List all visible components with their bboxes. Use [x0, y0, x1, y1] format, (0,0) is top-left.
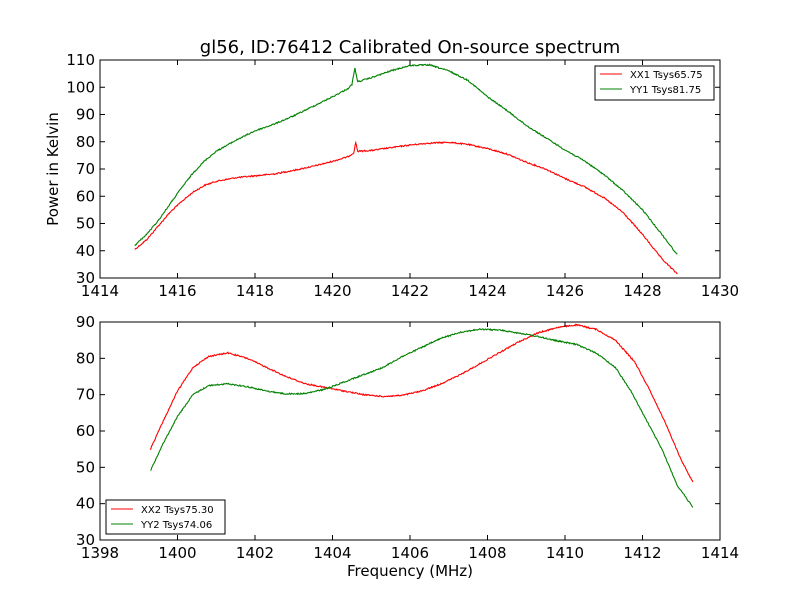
series-line-xx1: [134, 140, 678, 275]
x-tick-label: 1428: [623, 282, 661, 300]
y-tick-label: 50: [76, 215, 95, 233]
bottom-subplot: Frequency (MHz) 1398 1400 1402 1404 1406 1408…: [76, 313, 739, 580]
x-tick-label: 1418: [236, 282, 274, 300]
x-tick-label: 1410: [546, 544, 584, 562]
x-tick-label: 1426: [546, 282, 584, 300]
x-tick-label: 1414: [81, 282, 119, 300]
y-tick-label: 80: [76, 133, 95, 151]
series-line-xx2: [149, 323, 694, 483]
y-tick-label: 80: [76, 349, 95, 367]
y-tick-label: 70: [76, 386, 95, 404]
x-tick-label: 1408: [468, 544, 506, 562]
legend-label-yy2: YY2 Tsys74.06: [140, 520, 212, 531]
top-tick-layer: 1414 1416 1418 1420 1422 1424 1426 1428 1430 30 40…: [66, 51, 739, 300]
x-tick-label: 1414: [701, 544, 739, 562]
x-tick-label: 1400: [158, 544, 196, 562]
y-tick-label: 30: [76, 531, 95, 549]
top-series-layer: [134, 63, 678, 275]
top-plot-frame: [99, 59, 721, 279]
legend-label-xx1: XX1 Tsys65.75: [630, 70, 703, 81]
bottom-tick-layer: 1398 1400 1402 1404 1406 1408 1410 1412 1414 30 40…: [76, 313, 739, 562]
y-tick-label: 30: [76, 269, 95, 287]
y-tick-label: 90: [76, 106, 95, 124]
legend-label-xx2: XX2 Tsys75.30: [141, 505, 214, 516]
x-tick-label: 1404: [313, 544, 351, 562]
legend-label-yy1: YY1 Tsys81.75: [629, 85, 701, 96]
series-line-yy2: [150, 328, 694, 508]
x-tick-label: 1416: [158, 282, 196, 300]
y-tick-label: 60: [76, 422, 95, 440]
x-tick-label: 1406: [391, 544, 429, 562]
y-tick-label: 40: [76, 495, 95, 513]
y-axis-label: Power in Kelvin: [44, 112, 62, 226]
chart-title: gl56, ID:76412 Calibrated On-source spec…: [200, 37, 620, 58]
y-tick-label: 50: [76, 458, 95, 476]
top-legend-box: [594, 65, 715, 101]
top-legend: XX1 Tsys65.75 YY1 Tsys81.75: [594, 65, 715, 101]
bottom-plot-frame: [99, 321, 721, 541]
x-tick-label: 1398: [81, 544, 119, 562]
y-tick-label: 110: [66, 51, 95, 69]
x-tick-label: 1422: [391, 282, 429, 300]
x-tick-label: 1420: [313, 282, 351, 300]
y-tick-label: 40: [76, 242, 95, 260]
x-tick-label: 1412: [623, 544, 661, 562]
x-tick-label: 1430: [701, 282, 739, 300]
series-line-yy1: [134, 63, 678, 255]
y-tick-label: 70: [76, 160, 95, 178]
y-tick-label: 90: [76, 313, 95, 331]
x-axis-label: Frequency (MHz): [347, 562, 473, 580]
top-subplot: gl56, ID:76412 Calibrated On-source spec…: [44, 37, 739, 300]
x-tick-label: 1402: [236, 544, 274, 562]
x-tick-label: 1424: [468, 282, 506, 300]
bottom-legend: XX2 Tsys75.30 YY2 Tsys74.06: [105, 499, 226, 535]
y-tick-label: 60: [76, 187, 95, 205]
bottom-legend-box: [105, 499, 226, 535]
y-tick-label: 100: [66, 78, 95, 96]
bottom-series-layer: [149, 323, 694, 508]
